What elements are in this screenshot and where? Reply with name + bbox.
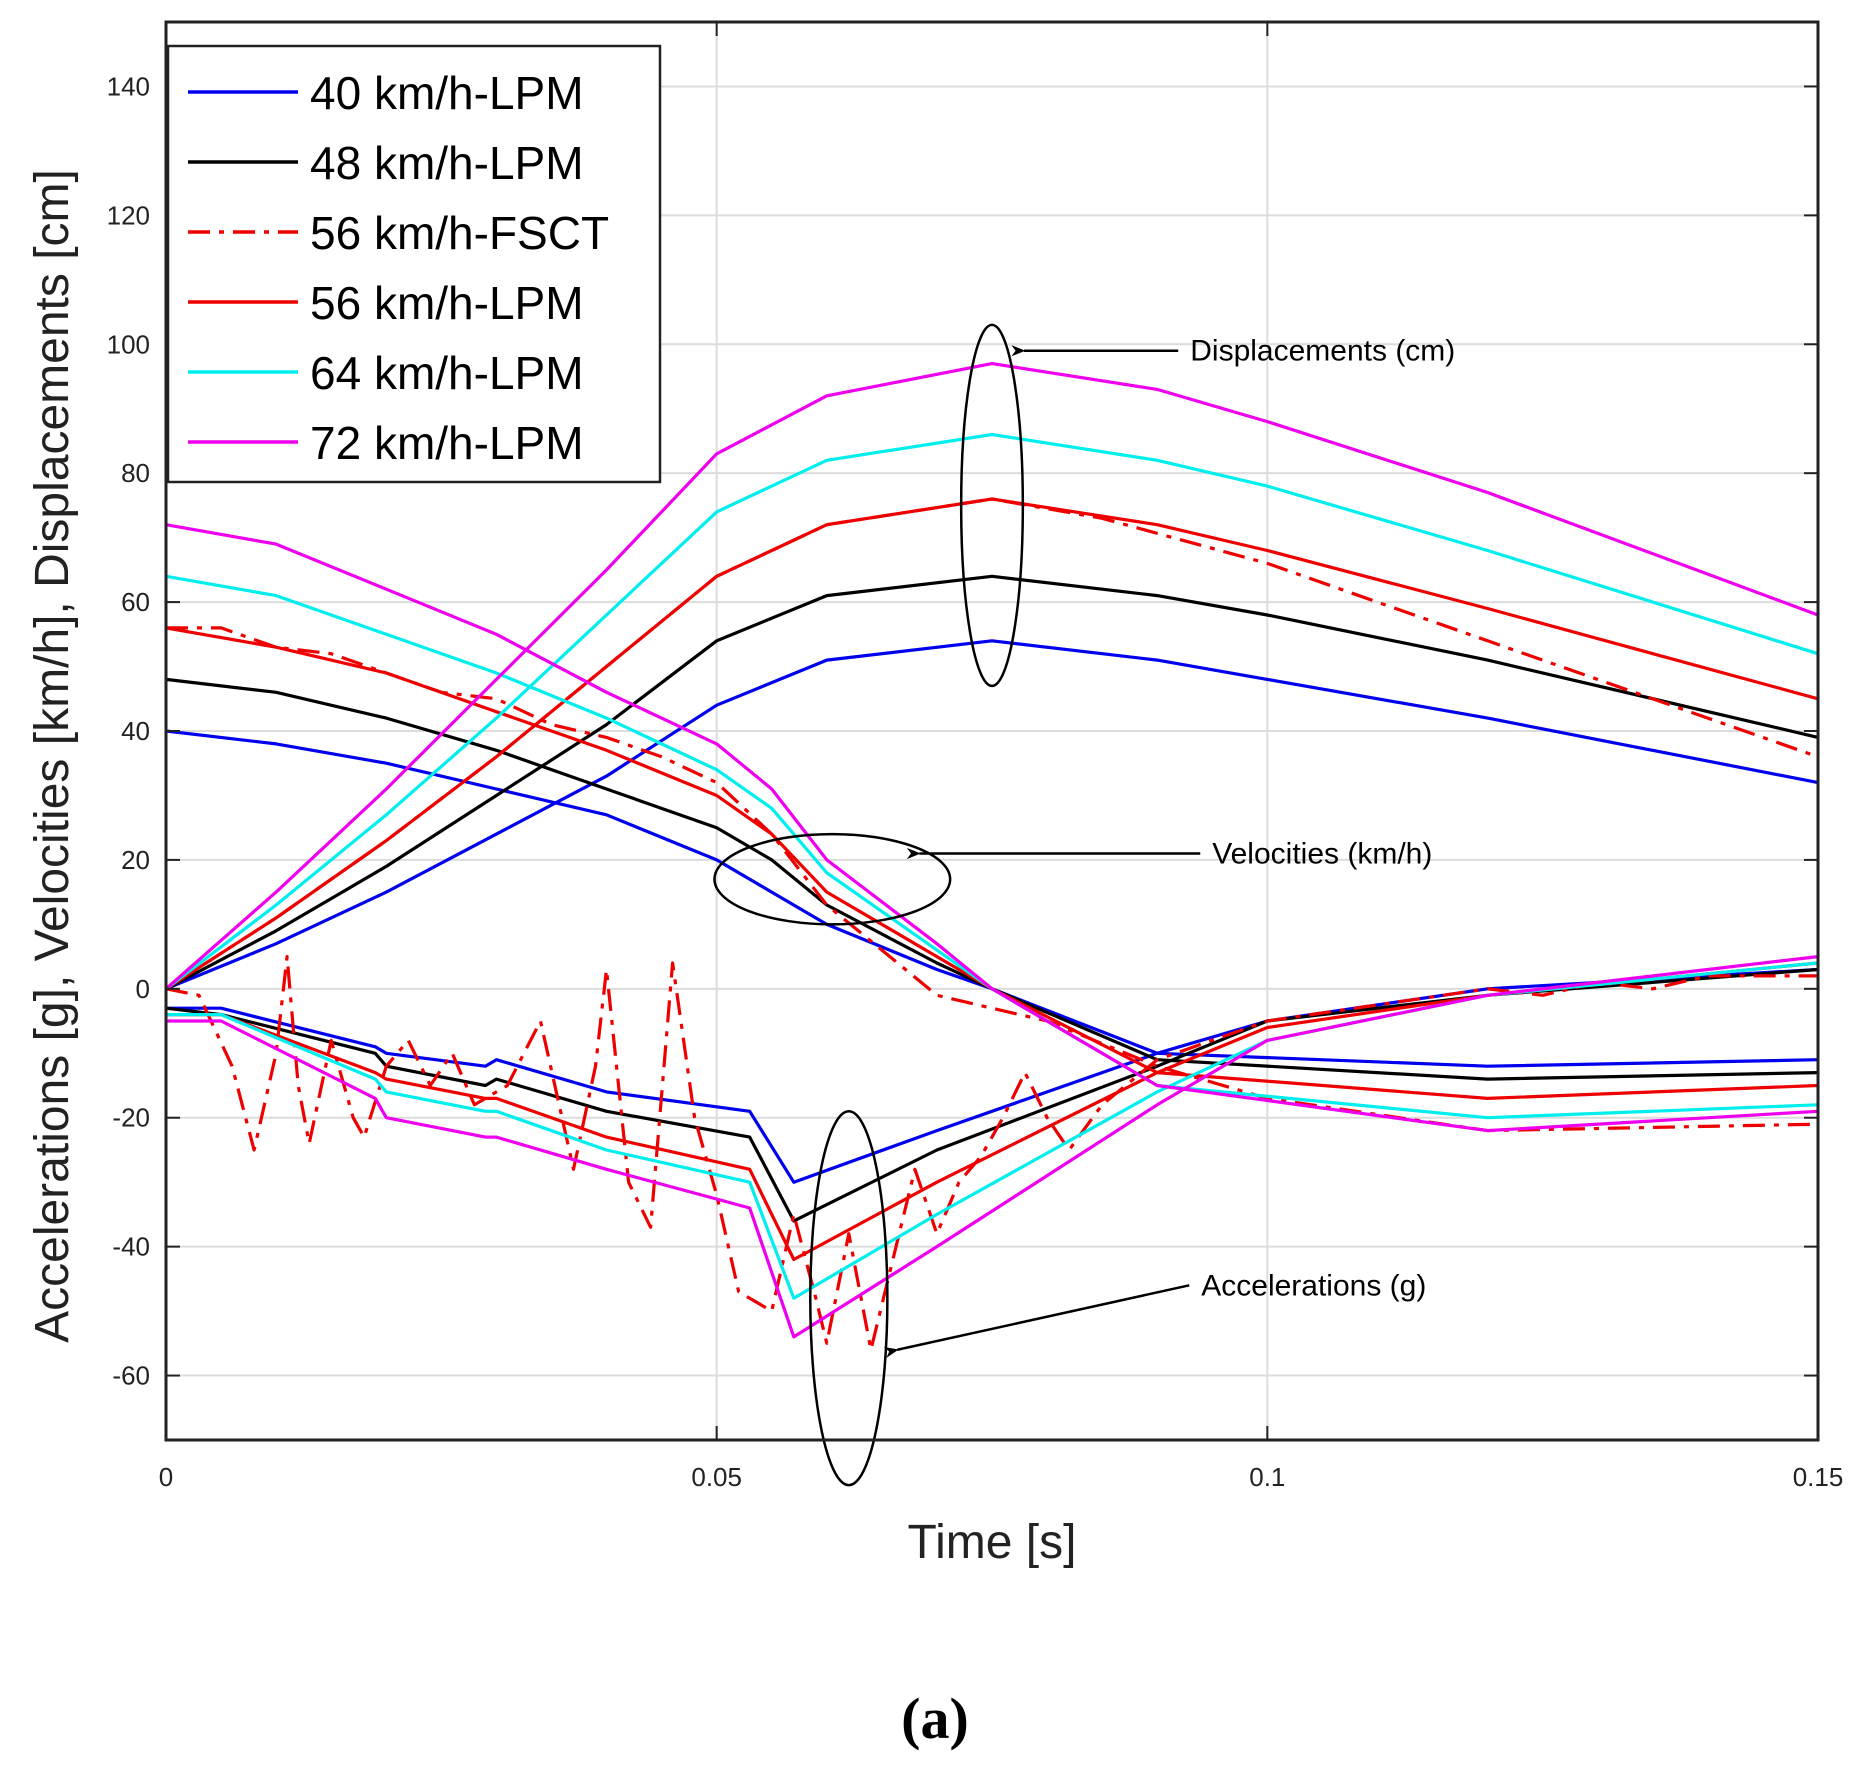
y-tick-label: -60 bbox=[112, 1361, 150, 1391]
series-5-acceleration-line bbox=[166, 961, 1819, 1300]
y-tick-labels: -60 -40 -20 0 20 40 60 80 100 120 140 bbox=[107, 71, 150, 1390]
y-tick-label: 140 bbox=[107, 71, 150, 101]
y-tick-label: 120 bbox=[107, 200, 150, 230]
annotation-ellipse-3 bbox=[809, 1110, 889, 1487]
series-4-acceleration-line bbox=[166, 961, 1819, 1262]
legend-label-6: 72 km/h-LPM bbox=[310, 417, 584, 469]
y-tick-label: 40 bbox=[121, 716, 150, 746]
tick-marks bbox=[165, 22, 1819, 1440]
x-tick-label: 0.1 bbox=[1249, 1462, 1285, 1492]
series-6-displacement-line bbox=[164, 362, 1819, 991]
annotation-layer: Displacements (cm) Velocities (km/h) Accel… bbox=[713, 323, 1455, 1487]
x-tick-labels: 0 0.05 0.1 0.15 bbox=[159, 1462, 1844, 1492]
y-tick-label: 100 bbox=[107, 329, 150, 359]
legend-label-2: 48 km/h-LPM bbox=[310, 137, 584, 189]
series-6-acceleration-line bbox=[166, 955, 1819, 1339]
legend: 40 km/h-LPM 48 km/h-LPM 56 km/h-FSCT 56 km/… bbox=[166, 44, 662, 484]
y-tick-label: -40 bbox=[112, 1232, 150, 1262]
x-tick-label: 0.15 bbox=[1793, 1462, 1844, 1492]
y-tick-label: 20 bbox=[121, 845, 150, 875]
series-1-displacement-line bbox=[165, 639, 1819, 991]
y-axis-title: Accelerations [g], Velocities [km/h], Di… bbox=[26, 169, 79, 1343]
annotation-ellipse-2 bbox=[713, 832, 952, 926]
series-1-acceleration-line bbox=[166, 967, 1819, 1184]
legend-label-5: 64 km/h-LPM bbox=[310, 347, 584, 399]
annotation-arrow-3 bbox=[883, 1284, 1190, 1358]
figure-caption: (a) bbox=[901, 1686, 969, 1751]
x-tick-label: 0.05 bbox=[691, 1462, 742, 1492]
y-tick-label: 0 bbox=[136, 974, 150, 1004]
x-axis-title: Time [s] bbox=[908, 1516, 1077, 1569]
series-5-displacement-line bbox=[165, 432, 1819, 991]
annotation-label-2: Velocities (km/h) bbox=[1212, 837, 1432, 870]
annotation-ellipse-1 bbox=[959, 323, 1025, 688]
series-3-acceleration-line bbox=[165, 955, 1818, 1352]
series-2-acceleration-line bbox=[165, 967, 1819, 1223]
legend-label-3: 56 km/h-FSCT bbox=[310, 207, 609, 259]
y-tick-label: 80 bbox=[121, 458, 150, 488]
annotation-label-3: Accelerations (g) bbox=[1201, 1269, 1426, 1302]
y-tick-label: -20 bbox=[112, 1103, 150, 1133]
legend-label-4: 56 km/h-LPM bbox=[310, 277, 584, 329]
series-2-displacement-line bbox=[165, 574, 1819, 991]
legend-label-1: 40 km/h-LPM bbox=[310, 67, 584, 119]
series-layer bbox=[164, 362, 1819, 1352]
legend-box bbox=[166, 44, 662, 484]
y-tick-label: 60 bbox=[121, 587, 150, 617]
grid bbox=[166, 22, 1818, 1440]
series-4-displacement-line bbox=[165, 497, 1819, 991]
series-3-velocity-line bbox=[166, 626, 1819, 1133]
series-6-velocity-line bbox=[165, 523, 1819, 1133]
annotation-label-1: Displacements (cm) bbox=[1190, 335, 1455, 368]
x-tick-label: 0 bbox=[159, 1462, 173, 1492]
